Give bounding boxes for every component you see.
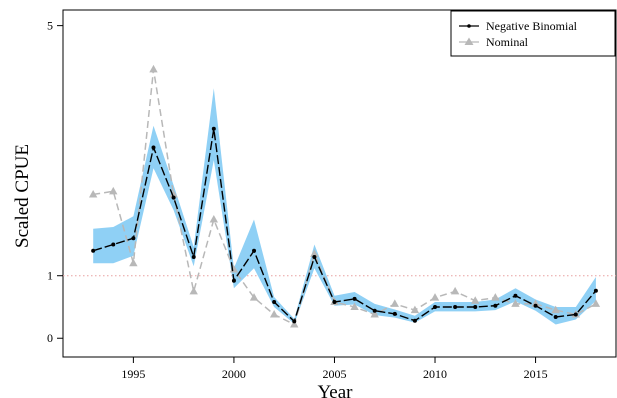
negative-binomial-point (231, 278, 236, 283)
nominal-point (249, 293, 259, 301)
y-tick-label: 5 (47, 19, 53, 33)
y-axis: 0 1 5 (47, 19, 63, 345)
negative-binomial-point (252, 248, 257, 253)
negative-binomial-point (151, 145, 156, 150)
x-axis: 1995 2000 2005 2010 2015 (121, 357, 548, 381)
y-axis-label: Scaled CPUE (12, 144, 33, 248)
negative-binomial-point (332, 299, 337, 304)
nominal-point (169, 189, 178, 198)
negative-binomial-point (171, 195, 176, 200)
negative-binomial-point (111, 242, 116, 247)
negative-binomial-point (312, 254, 317, 259)
nominal-point (430, 293, 440, 301)
x-tick-label: 2005 (322, 367, 346, 381)
negative-binomial-confidence-band (93, 88, 596, 325)
nominal-point (149, 64, 158, 73)
negative-binomial-point (533, 303, 538, 308)
x-tick-label: 2000 (222, 367, 246, 381)
legend-negative-binomial-label: Negative Binomial (486, 19, 578, 33)
plot-frame (62, 9, 617, 358)
nominal-point (390, 299, 399, 307)
legend-box (450, 10, 616, 57)
nominal-series-group (88, 64, 601, 328)
nominal-point (591, 299, 601, 307)
nominal-point (269, 309, 279, 318)
negative-binomial-point (433, 304, 438, 309)
nominal-point (109, 186, 118, 195)
nominal-point (410, 305, 420, 314)
negative-binomial-point (372, 308, 377, 313)
legend-nominal-label: Nominal (486, 35, 529, 49)
nominal-point (129, 258, 138, 267)
negative-binomial-point (191, 254, 196, 259)
negative-binomial-point (91, 248, 96, 253)
nominal-point (491, 293, 500, 301)
negative-binomial-point (593, 288, 598, 293)
nominal-point (511, 299, 520, 307)
negative-binomial-series-group (91, 126, 598, 324)
negative-binomial-point (292, 319, 297, 324)
negative-binomial-point (211, 126, 216, 131)
nominal-point (471, 296, 480, 304)
negative-binomial-point (513, 293, 518, 298)
nominal-point (370, 309, 379, 318)
x-tick-label: 2015 (524, 367, 548, 381)
negative-binomial-point (493, 303, 498, 308)
nominal-point (551, 305, 560, 314)
confidence-band-group (93, 88, 596, 325)
negative-binomial-point (573, 312, 578, 317)
nominal-point (209, 214, 219, 223)
nominal-point (531, 299, 540, 307)
negative-binomial-point (553, 314, 558, 319)
nominal-point (229, 264, 239, 273)
negative-binomial-point (412, 318, 417, 323)
negative-binomial-point (473, 304, 478, 309)
negative-binomial-point (392, 311, 397, 316)
x-tick-label: 2010 (423, 367, 447, 381)
nominal-series-line (93, 69, 597, 326)
nominal-point (310, 249, 319, 257)
x-tick-label: 1995 (121, 367, 145, 381)
legend-nominal-marker (464, 37, 474, 45)
negative-binomial-point (352, 296, 357, 301)
nominal-point (88, 189, 98, 198)
negative-binomial-point (131, 236, 136, 241)
y-tick-label: 0 (47, 331, 53, 345)
negative-binomial-series-line (92, 128, 597, 323)
legend: Negative Binomial Nominal (450, 10, 616, 57)
nominal-point (189, 286, 198, 295)
negative-binomial-point (272, 299, 277, 304)
nominal-point (290, 319, 299, 328)
nominal-point (350, 302, 359, 310)
negative-binomial-point (453, 304, 458, 309)
legend-negative-binomial-marker (467, 24, 471, 28)
x-axis-label: Year (317, 382, 353, 398)
y-tick-label: 1 (47, 269, 53, 283)
nominal-point (450, 286, 460, 295)
